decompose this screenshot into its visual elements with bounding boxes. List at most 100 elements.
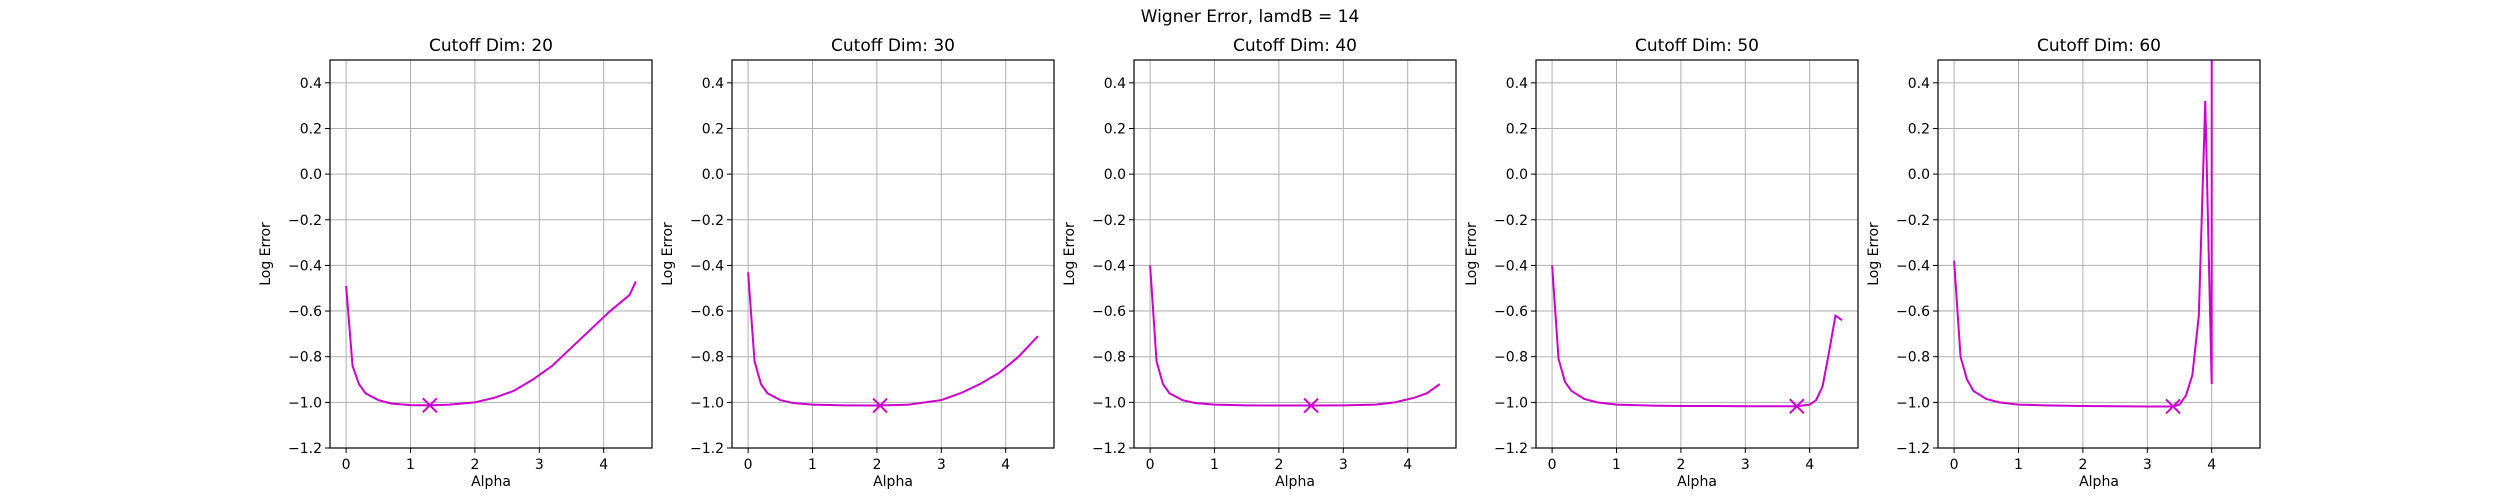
- x-tick-label: 3: [1339, 457, 1348, 473]
- y-tick-label: 0.2: [300, 121, 322, 137]
- y-tick-label: −0.8: [288, 350, 322, 366]
- min-marker: [1303, 397, 1319, 414]
- x-axis-label: Alpha: [2079, 474, 2119, 490]
- subplot-title: Cutoff Dim: 60: [2037, 36, 2161, 56]
- axes-frame: [1133, 59, 1457, 449]
- y-tick-label: −1.0: [1494, 395, 1528, 411]
- series-line: [345, 280, 637, 407]
- y-axis-label: Log Error: [660, 222, 676, 286]
- min-marker-stroke: [422, 397, 438, 414]
- x-tick-label: 4: [1805, 457, 1814, 473]
- y-tick-label: −0.8: [690, 350, 724, 366]
- x-tick-label: 2: [872, 457, 881, 473]
- y-tick-label: 0.2: [1506, 121, 1528, 137]
- y-tick-label: 0.0: [1506, 167, 1528, 183]
- y-tick-label: −1.0: [288, 395, 322, 411]
- subplot-title: Cutoff Dim: 50: [1635, 36, 1759, 56]
- subplot-2: 0 1 2 3 4 0.4 0.2 0.0 −0.2 −0.4 −0.6 −0.8 −1.0 −1.2 Cu…: [660, 36, 1055, 490]
- x-tick-label: 0: [1548, 457, 1557, 473]
- y-tick-label: −1.2: [288, 441, 322, 457]
- x-tick-label: 1: [2014, 457, 2023, 473]
- subplot-4: 0 1 2 3 4 0.4 0.2 0.0 −0.2 −0.4 −0.6 −0.8 −1.0 −1.2 Cu…: [1464, 36, 1859, 490]
- y-tick-label: −0.6: [1896, 304, 1930, 320]
- y-tick-label: −1.2: [1896, 441, 1930, 457]
- y-tick-label: 0.0: [1908, 167, 1930, 183]
- axes-frame: [1535, 59, 1859, 449]
- y-tick-label: −0.8: [1494, 350, 1528, 366]
- x-tick-label: 4: [1403, 457, 1412, 473]
- y-tick-label: 0.4: [1104, 76, 1126, 92]
- min-marker-stroke: [872, 397, 888, 414]
- y-tick-label: −1.2: [1092, 441, 1126, 457]
- x-axis-label: Alpha: [873, 474, 913, 490]
- y-axis-label: Log Error: [1464, 222, 1480, 286]
- x-tick-label: 1: [1612, 457, 1621, 473]
- y-tick-label: −0.8: [1092, 350, 1126, 366]
- y-tick-label: −0.2: [1896, 213, 1930, 229]
- axes-frame: [329, 59, 653, 449]
- y-tick-label: 0.2: [1908, 121, 1930, 137]
- min-marker-stroke: [1303, 397, 1319, 414]
- y-tick-label: −0.4: [1896, 258, 1930, 274]
- x-tick-label: 2: [2078, 457, 2087, 473]
- y-tick-label: 0.2: [1104, 121, 1126, 137]
- x-axis-label: Alpha: [1677, 474, 1717, 490]
- y-tick-label: −0.6: [288, 304, 322, 320]
- series-line: [1149, 265, 1441, 407]
- y-axis-label: Log Error: [258, 222, 274, 286]
- y-tick-label: −1.0: [1092, 395, 1126, 411]
- y-tick-label: −0.2: [690, 213, 724, 229]
- x-tick-label: 1: [808, 457, 817, 473]
- min-marker: [2165, 398, 2181, 415]
- x-tick-label: 0: [744, 457, 753, 473]
- x-tick-label: 3: [1741, 457, 1750, 473]
- y-tick-label: −0.4: [1092, 258, 1126, 274]
- y-tick-label: −0.2: [288, 213, 322, 229]
- x-tick-label: 1: [406, 457, 415, 473]
- y-tick-label: −0.6: [1494, 304, 1528, 320]
- subplot-title: Cutoff Dim: 30: [831, 36, 955, 56]
- subplots: 0 1 2 3 4 0.4 0.2 0.0 −0.2 −0.4 −0.6 −0.8 −1.0 −1.2 Cu…: [258, 36, 2261, 490]
- y-tick-label: 0.0: [1104, 167, 1126, 183]
- min-marker-stroke: [2165, 398, 2181, 415]
- x-tick-label: 4: [2207, 457, 2216, 473]
- x-tick-label: 2: [1274, 457, 1283, 473]
- y-tick-label: −0.6: [690, 304, 724, 320]
- x-tick-label: 2: [1676, 457, 1685, 473]
- subplot-3: 0 1 2 3 4 0.4 0.2 0.0 −0.2 −0.4 −0.6 −0.8 −1.0 −1.2 Cu…: [1062, 36, 1457, 490]
- y-tick-label: −1.2: [690, 441, 724, 457]
- min-marker: [422, 397, 438, 414]
- x-tick-label: 0: [1146, 457, 1155, 473]
- series-line: [1953, 60, 2213, 408]
- series-line: [1551, 265, 1843, 408]
- y-tick-label: 0.4: [1506, 76, 1528, 92]
- x-tick-label: 3: [2143, 457, 2152, 473]
- y-axis-label: Log Error: [1866, 222, 1882, 286]
- y-tick-label: −1.2: [1494, 441, 1528, 457]
- subplot-title: Cutoff Dim: 40: [1233, 36, 1357, 56]
- y-tick-label: −0.4: [1494, 258, 1528, 274]
- y-axis-label: Log Error: [1062, 222, 1078, 286]
- x-tick-label: 1: [1210, 457, 1219, 473]
- y-tick-label: −1.0: [690, 395, 724, 411]
- y-tick-label: 0.0: [300, 167, 322, 183]
- min-marker: [1789, 398, 1805, 414]
- figure-title: Wigner Error, lamdB = 14: [1141, 7, 1360, 27]
- min-marker: [872, 397, 888, 414]
- y-tick-label: 0.4: [300, 76, 322, 92]
- y-tick-label: −0.4: [690, 258, 724, 274]
- axes-frame: [731, 59, 1055, 449]
- y-tick-label: −0.4: [288, 258, 322, 274]
- x-tick-label: 0: [1950, 457, 1959, 473]
- min-marker-stroke: [1789, 398, 1805, 414]
- series-line: [747, 272, 1039, 407]
- y-tick-label: 0.2: [702, 121, 724, 137]
- y-tick-label: −0.6: [1092, 304, 1126, 320]
- subplot-5: 0 1 2 3 4 0.4 0.2 0.0 −0.2 −0.4 −0.6 −0.8 −1.0 −1.2 Cu…: [1866, 36, 2261, 490]
- y-tick-label: 0.0: [702, 167, 724, 183]
- x-tick-label: 0: [342, 457, 351, 473]
- y-tick-label: 0.4: [1908, 76, 1930, 92]
- y-tick-label: −0.8: [1896, 350, 1930, 366]
- x-axis-label: Alpha: [1275, 474, 1315, 490]
